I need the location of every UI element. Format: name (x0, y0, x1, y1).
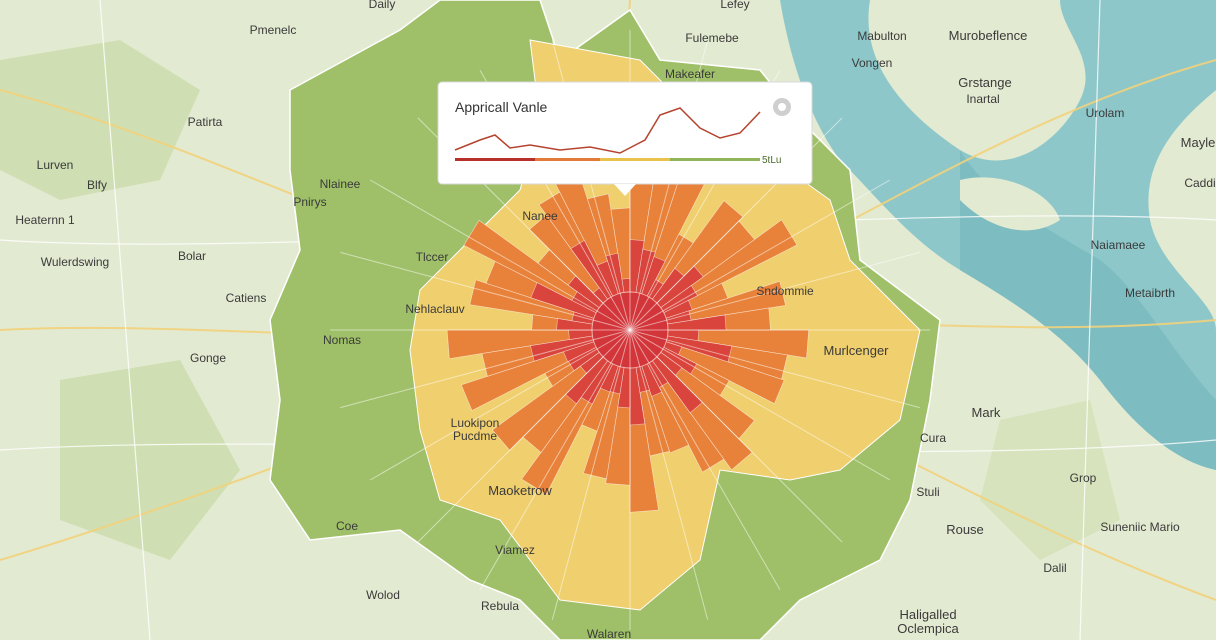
place-label: Pucdme (453, 429, 497, 443)
place-label: Nlainee (320, 177, 361, 191)
place-label: Makeafer (665, 67, 715, 81)
scale-bar (455, 158, 535, 161)
park (980, 400, 1120, 560)
scale-bar (600, 158, 670, 161)
tooltip-box (437, 81, 813, 185)
tooltip-title: Appricall Vanle (455, 99, 548, 115)
radial-line (551, 329, 631, 620)
radial-line (479, 329, 631, 591)
place-label: Patirta (188, 115, 223, 129)
place-label: Vongen (852, 56, 893, 70)
radial-line (417, 329, 631, 543)
place-label: Urolam (1086, 106, 1125, 120)
place-label: Haligalled (899, 607, 956, 622)
place-label: Blfy (87, 178, 107, 192)
place-label: Inartal (966, 92, 999, 106)
place-label: Nehlaclauv (405, 302, 464, 316)
park (60, 360, 240, 560)
place-label: Luokipon (451, 416, 500, 430)
place-label: Rouse (946, 522, 984, 537)
place-label: Bolar (178, 249, 206, 263)
place-label: Murobeflence (949, 28, 1028, 43)
place-label: Suneniic Mario (1100, 520, 1180, 534)
tooltip: Appricall Vanle 5tLu (437, 81, 813, 196)
place-label: Lurven (37, 158, 74, 172)
place-label: Pmenelc (250, 23, 297, 37)
radial-line (629, 251, 920, 331)
place-label: Mayle (1181, 135, 1216, 150)
radial-line (369, 329, 631, 481)
place-label: Rebula (481, 599, 519, 613)
radial-line (340, 329, 631, 409)
island (960, 177, 1060, 231)
radial-line (369, 179, 631, 331)
place-label: Viamez (495, 543, 535, 557)
place-label: Nomas (323, 333, 361, 347)
place-label: Wolod (366, 588, 400, 602)
radial-line (340, 251, 631, 331)
place-labels: Daily Lefey Pmenelc Fulemebe Mabulton Mu… (15, 0, 1215, 640)
radial-line (629, 329, 843, 543)
place-label: Nanee (522, 209, 558, 223)
place-label: Stuli (916, 485, 939, 499)
place-label: Pnirys (293, 195, 326, 209)
place-label: Grop (1070, 471, 1097, 485)
place-label: Oclempica (897, 621, 959, 636)
place-label: Metaibrth (1125, 286, 1175, 300)
place-label: Fulemebe (685, 31, 739, 45)
tooltip-value: 5tLu (762, 155, 781, 166)
place-label: Dalil (1043, 561, 1066, 575)
place-label: Murlcenger (823, 343, 889, 358)
place-label: Heaternn 1 (15, 213, 75, 227)
place-label: Lefey (720, 0, 749, 11)
place-label: Wulerdswing (41, 255, 109, 269)
place-label: Sndommie (756, 284, 814, 298)
place-label: Catiens (226, 291, 267, 305)
radial-line (629, 329, 781, 591)
place-label: Coe (336, 519, 358, 533)
sparkline (454, 107, 761, 154)
radial-line (629, 329, 709, 620)
road (1079, 0, 1101, 640)
radial-line (629, 329, 891, 481)
place-label: Grstange (958, 75, 1011, 90)
tooltip-pointer (614, 184, 636, 196)
place-label: Mark (972, 405, 1001, 420)
value-wedges (330, 30, 930, 630)
radial-line (629, 179, 891, 331)
place-label: Mabulton (857, 29, 906, 43)
scale-bar (535, 158, 600, 161)
place-label: Cura (920, 431, 946, 445)
scale-bar (670, 158, 760, 161)
tooltip-icon-dot (778, 103, 786, 111)
place-label: Naiamaee (1091, 238, 1146, 252)
place-label: Gonge (190, 351, 226, 365)
place-label: Daily (369, 0, 396, 11)
place-label: Caddi (1184, 176, 1215, 190)
road (99, 0, 151, 640)
place-label: Walaren (587, 627, 631, 640)
radial-line (629, 329, 920, 409)
place-label: Tlccer (416, 250, 449, 264)
place-label: Maoketrow (488, 483, 552, 498)
